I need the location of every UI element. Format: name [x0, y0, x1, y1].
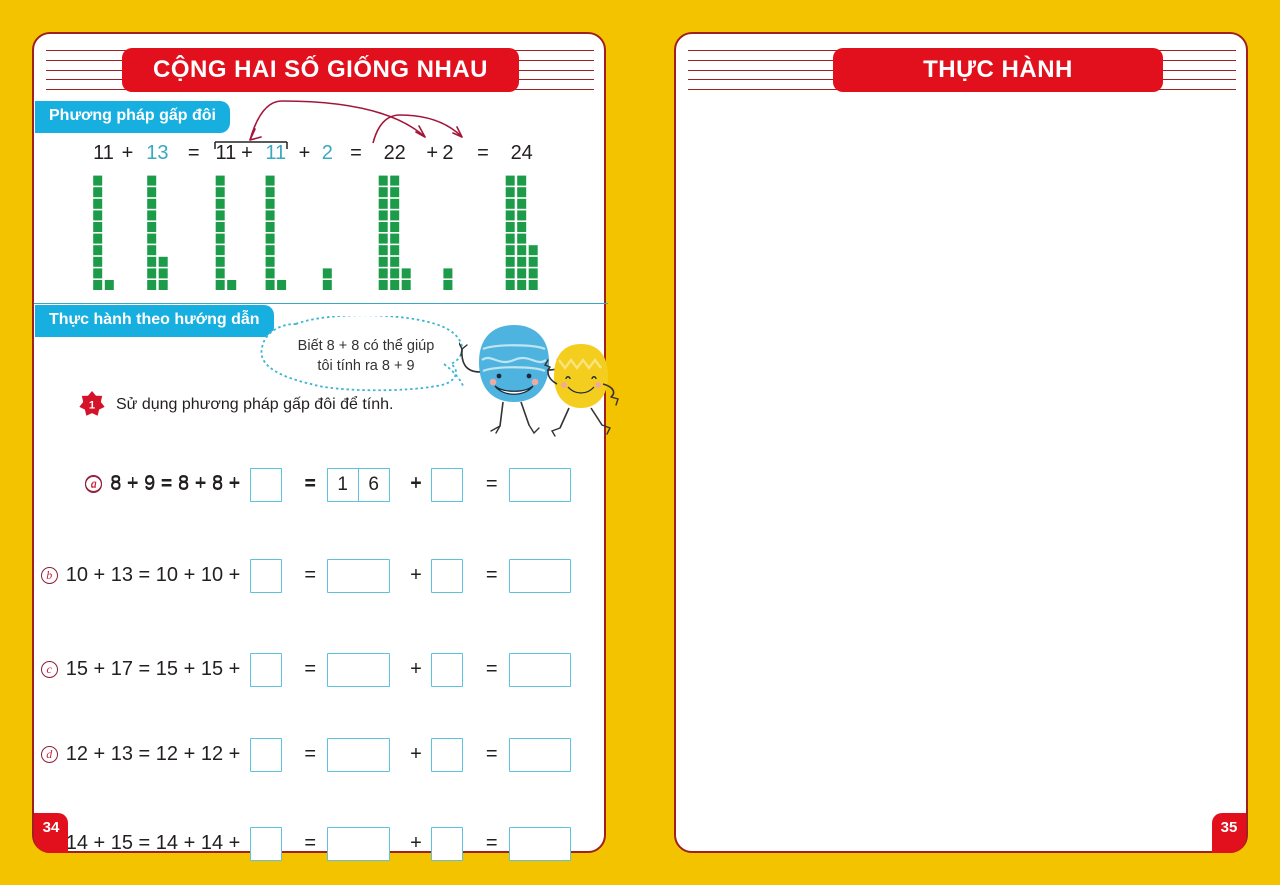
svg-text:tôi tính ra 8 + 9: tôi tính ra 8 + 9: [317, 358, 414, 374]
svg-text:Biết 8 + 8 có thể giúp: Biết 8 + 8 có thể giúp: [298, 338, 435, 354]
svg-text:1: 1: [89, 399, 95, 411]
